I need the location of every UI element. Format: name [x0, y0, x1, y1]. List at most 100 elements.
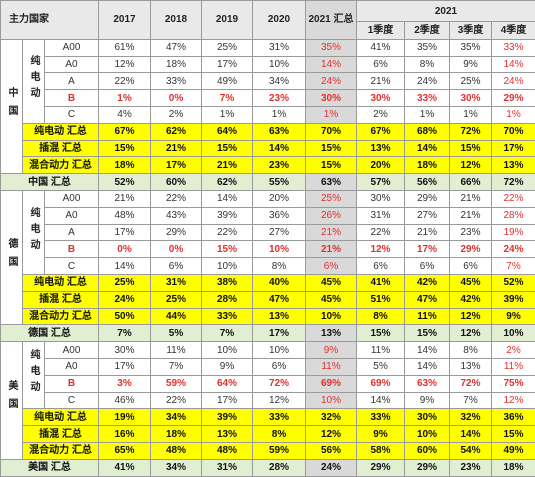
- cell-value: 7%: [98, 324, 151, 343]
- cell-value: 17%: [150, 156, 202, 175]
- cell-value: 21%: [98, 190, 151, 208]
- cell-value: 17%: [98, 358, 151, 376]
- cell-value: 59%: [150, 374, 202, 393]
- country-name: 中国: [6, 86, 17, 123]
- cell-value: 22%: [201, 223, 253, 242]
- cell-value: 22%: [356, 223, 405, 242]
- cell-value: 11%: [305, 358, 357, 376]
- cell-value: 8%: [404, 55, 450, 74]
- header-year-2017: 2017: [98, 0, 151, 40]
- total-label: 插混 汇总: [22, 290, 99, 309]
- cell-value: 6%: [404, 257, 450, 276]
- model-label: A0: [44, 55, 99, 74]
- cell-value: 6%: [252, 358, 306, 376]
- cell-value: 8%: [252, 425, 306, 443]
- cell-value: 31%: [252, 38, 306, 57]
- model-label: C: [44, 257, 99, 276]
- cell-value: 66%: [449, 173, 492, 192]
- cell-value: 23%: [449, 458, 492, 477]
- cell-value: 34%: [252, 72, 306, 91]
- cell-value: 29%: [491, 89, 535, 108]
- cell-value: 30%: [356, 89, 405, 108]
- cell-value: 48%: [201, 441, 253, 460]
- cell-value: 62%: [150, 122, 202, 141]
- model-label: A00: [44, 341, 99, 359]
- cell-value: 1%: [404, 106, 450, 124]
- cell-value: 21%: [449, 190, 492, 208]
- cell-value: 54%: [449, 441, 492, 460]
- header-2021-summary: 2021 汇总: [305, 0, 357, 40]
- cell-value: 56%: [305, 441, 357, 460]
- cell-value: 15%: [305, 139, 357, 158]
- header-2021-summary-text: 2021 汇总: [308, 14, 354, 26]
- cell-value: 30%: [305, 89, 357, 108]
- cell-value: 10%: [305, 307, 357, 326]
- cell-value: 32%: [305, 408, 357, 427]
- cell-value: 21%: [305, 223, 357, 242]
- cell-value: 30%: [98, 341, 151, 359]
- cell-value: 28%: [201, 290, 253, 309]
- cell-value: 58%: [356, 441, 405, 460]
- country-label-china: 中国: [0, 38, 23, 175]
- cell-value: 64%: [201, 374, 253, 393]
- cell-value: 25%: [305, 190, 357, 208]
- cell-value: 45%: [305, 290, 357, 309]
- cell-value: 35%: [305, 38, 357, 57]
- cell-value: 11%: [491, 358, 535, 376]
- country-name: 美国: [6, 380, 17, 417]
- cell-value: 33%: [491, 38, 535, 57]
- cell-value: 14%: [404, 358, 450, 376]
- cell-value: 29%: [404, 190, 450, 208]
- cell-value: 41%: [356, 38, 405, 57]
- model-label: C: [44, 391, 99, 410]
- cell-value: 15%: [98, 139, 151, 158]
- subtype-label-bev: 纯电动: [22, 341, 45, 410]
- cell-value: 11%: [150, 341, 202, 359]
- cell-value: 15%: [491, 425, 535, 443]
- cell-value: 22%: [491, 190, 535, 208]
- cell-value: 41%: [98, 458, 151, 477]
- cell-value: 40%: [252, 274, 306, 292]
- header-q3: 3季度: [449, 21, 492, 40]
- cell-value: 23%: [252, 156, 306, 175]
- cell-value: 1%: [252, 106, 306, 124]
- cell-value: 29%: [150, 223, 202, 242]
- cell-value: 12%: [305, 425, 357, 443]
- cell-value: 14%: [404, 139, 450, 158]
- cell-value: 10%: [404, 425, 450, 443]
- cell-value: 31%: [356, 206, 405, 225]
- cell-value: 20%: [252, 190, 306, 208]
- cell-value: 41%: [356, 274, 405, 292]
- cell-value: 33%: [356, 408, 405, 427]
- cell-value: 63%: [305, 173, 357, 192]
- model-label: A0: [44, 358, 99, 376]
- cell-value: 4%: [98, 106, 151, 124]
- cell-value: 47%: [150, 38, 202, 57]
- cell-value: 49%: [201, 72, 253, 91]
- cell-value: 18%: [150, 55, 202, 74]
- cell-value: 13%: [491, 156, 535, 175]
- cell-value: 7%: [150, 358, 202, 376]
- cell-value: 17%: [491, 139, 535, 158]
- model-label: A: [44, 223, 99, 242]
- cell-value: 6%: [356, 257, 405, 276]
- cell-value: 25%: [449, 72, 492, 91]
- cell-value: 18%: [150, 425, 202, 443]
- cell-value: 15%: [201, 139, 253, 158]
- cell-value: 46%: [98, 391, 151, 410]
- cell-value: 31%: [201, 458, 253, 477]
- cell-value: 33%: [150, 72, 202, 91]
- cell-value: 8%: [356, 307, 405, 326]
- total-label: 插混 汇总: [22, 139, 99, 158]
- cell-value: 13%: [252, 307, 306, 326]
- cell-value: 13%: [356, 139, 405, 158]
- cell-value: 29%: [356, 458, 405, 477]
- cell-value: 39%: [201, 408, 253, 427]
- cell-value: 9%: [201, 358, 253, 376]
- cell-value: 12%: [449, 156, 492, 175]
- cell-value: 25%: [201, 38, 253, 57]
- cell-value: 0%: [150, 240, 202, 259]
- cell-value: 45%: [449, 274, 492, 292]
- cell-value: 10%: [201, 341, 253, 359]
